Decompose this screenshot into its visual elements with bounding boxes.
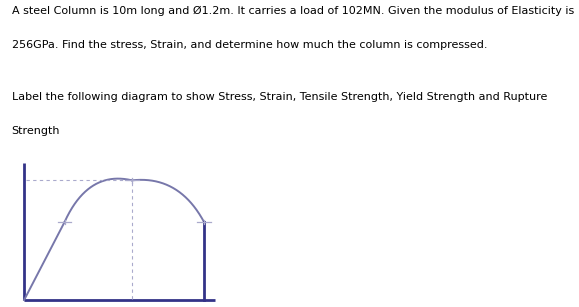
Text: Label the following diagram to show Stress, Strain, Tensile Strength, Yield Stre: Label the following diagram to show Stre…: [12, 92, 547, 102]
Text: A steel Column is 10m long and Ø1.2m. It carries a load of 102MN. Given the modu: A steel Column is 10m long and Ø1.2m. It…: [12, 6, 574, 16]
Text: 256GPa. Find the stress, Strain, and determine how much the column is compressed: 256GPa. Find the stress, Strain, and det…: [12, 40, 487, 50]
Text: Strength: Strength: [12, 126, 60, 136]
